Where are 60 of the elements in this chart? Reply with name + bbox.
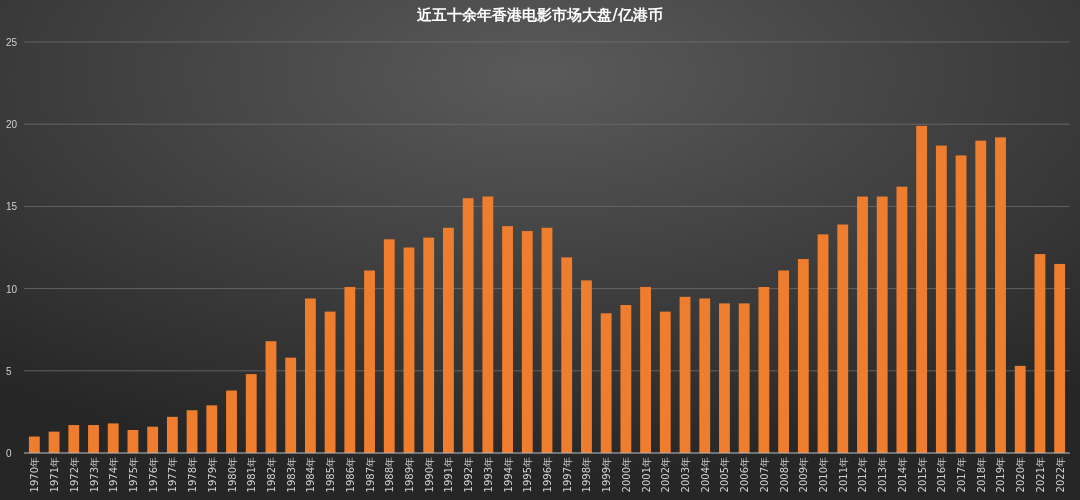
x-tick-label: 1997年	[561, 457, 573, 493]
x-tick-label: 1998年	[581, 457, 593, 493]
x-tick-label: 2003年	[680, 457, 692, 493]
x-tick-label: 2019年	[995, 457, 1007, 493]
x-tick-label: 1974年	[108, 457, 120, 493]
y-tick-label: 15	[6, 201, 18, 213]
x-tick-label: 2004年	[699, 457, 711, 493]
x-tick-label: 1985年	[325, 457, 337, 493]
x-tick-label: 1986年	[344, 457, 356, 493]
y-tick-label: 10	[6, 283, 18, 295]
x-tick-label: 1970年	[29, 457, 41, 493]
y-tick-label: 5	[6, 365, 12, 377]
x-tick-label: 2007年	[758, 457, 770, 493]
x-tick-label: 1999年	[601, 457, 613, 493]
x-tick-label: 2001年	[640, 457, 652, 493]
x-tick-label: 2016年	[936, 457, 948, 493]
x-tick-label: 2008年	[778, 457, 790, 493]
x-tick-label: 2014年	[896, 457, 908, 493]
x-tick-label: 1976年	[147, 457, 159, 493]
x-tick-label: 2021年	[1034, 457, 1046, 493]
x-tick-label: 1981年	[246, 457, 258, 493]
x-tick-label: 2022年	[1054, 457, 1066, 493]
x-tick-label: 2006年	[739, 457, 751, 493]
x-tick-label: 1982年	[265, 457, 277, 493]
x-tick-label: 1990年	[423, 457, 435, 493]
x-tick-label: 1983年	[285, 457, 297, 493]
x-tick-label: 2017年	[956, 457, 968, 493]
x-tick-label: 1980年	[226, 457, 238, 493]
x-tick-label: 2015年	[916, 457, 928, 493]
y-tick-label: 25	[6, 37, 18, 48]
x-tick-label: 1993年	[482, 457, 494, 493]
x-tick-label: 1979年	[206, 457, 218, 493]
x-tick-label: 1984年	[305, 457, 317, 493]
x-tick-label: 2011年	[837, 457, 849, 493]
x-tick-label: 2010年	[818, 457, 830, 493]
x-tick-label: 2002年	[660, 457, 672, 493]
x-tick-label: 2005年	[719, 457, 731, 493]
x-tick-label: 2000年	[620, 457, 632, 493]
y-tick-label: 0	[6, 448, 12, 459]
x-tick-label: 2018年	[975, 457, 987, 493]
x-tick-label: 1992年	[463, 457, 475, 493]
x-tick-label: 2013年	[877, 457, 889, 493]
x-tick-label: 1996年	[542, 457, 553, 493]
x-tick-label: 1988年	[384, 457, 396, 493]
x-tick-label: 1972年	[68, 457, 80, 493]
x-tick-label: 1989年	[403, 457, 415, 493]
x-tick-label: 1977年	[167, 457, 179, 493]
x-tick-label: 1971年	[49, 457, 61, 493]
x-tick-label: 2009年	[798, 457, 810, 493]
x-tick-label: 1978年	[187, 457, 199, 493]
x-tick-label: 1991年	[443, 457, 455, 493]
y-tick-label: 20	[6, 119, 18, 131]
x-tick-label: 2012年	[857, 457, 869, 493]
x-tick-label: 1987年	[364, 457, 376, 493]
x-tick-label: 2020年	[1015, 457, 1027, 493]
chart-title: 近五十余年香港电影市场大盘/亿港币	[416, 6, 663, 24]
x-tick-label: 1973年	[88, 457, 100, 493]
x-tick-label: 1995年	[522, 457, 534, 493]
x-tick-label: 1975年	[127, 457, 139, 493]
x-tick-label: 1994年	[502, 457, 514, 493]
